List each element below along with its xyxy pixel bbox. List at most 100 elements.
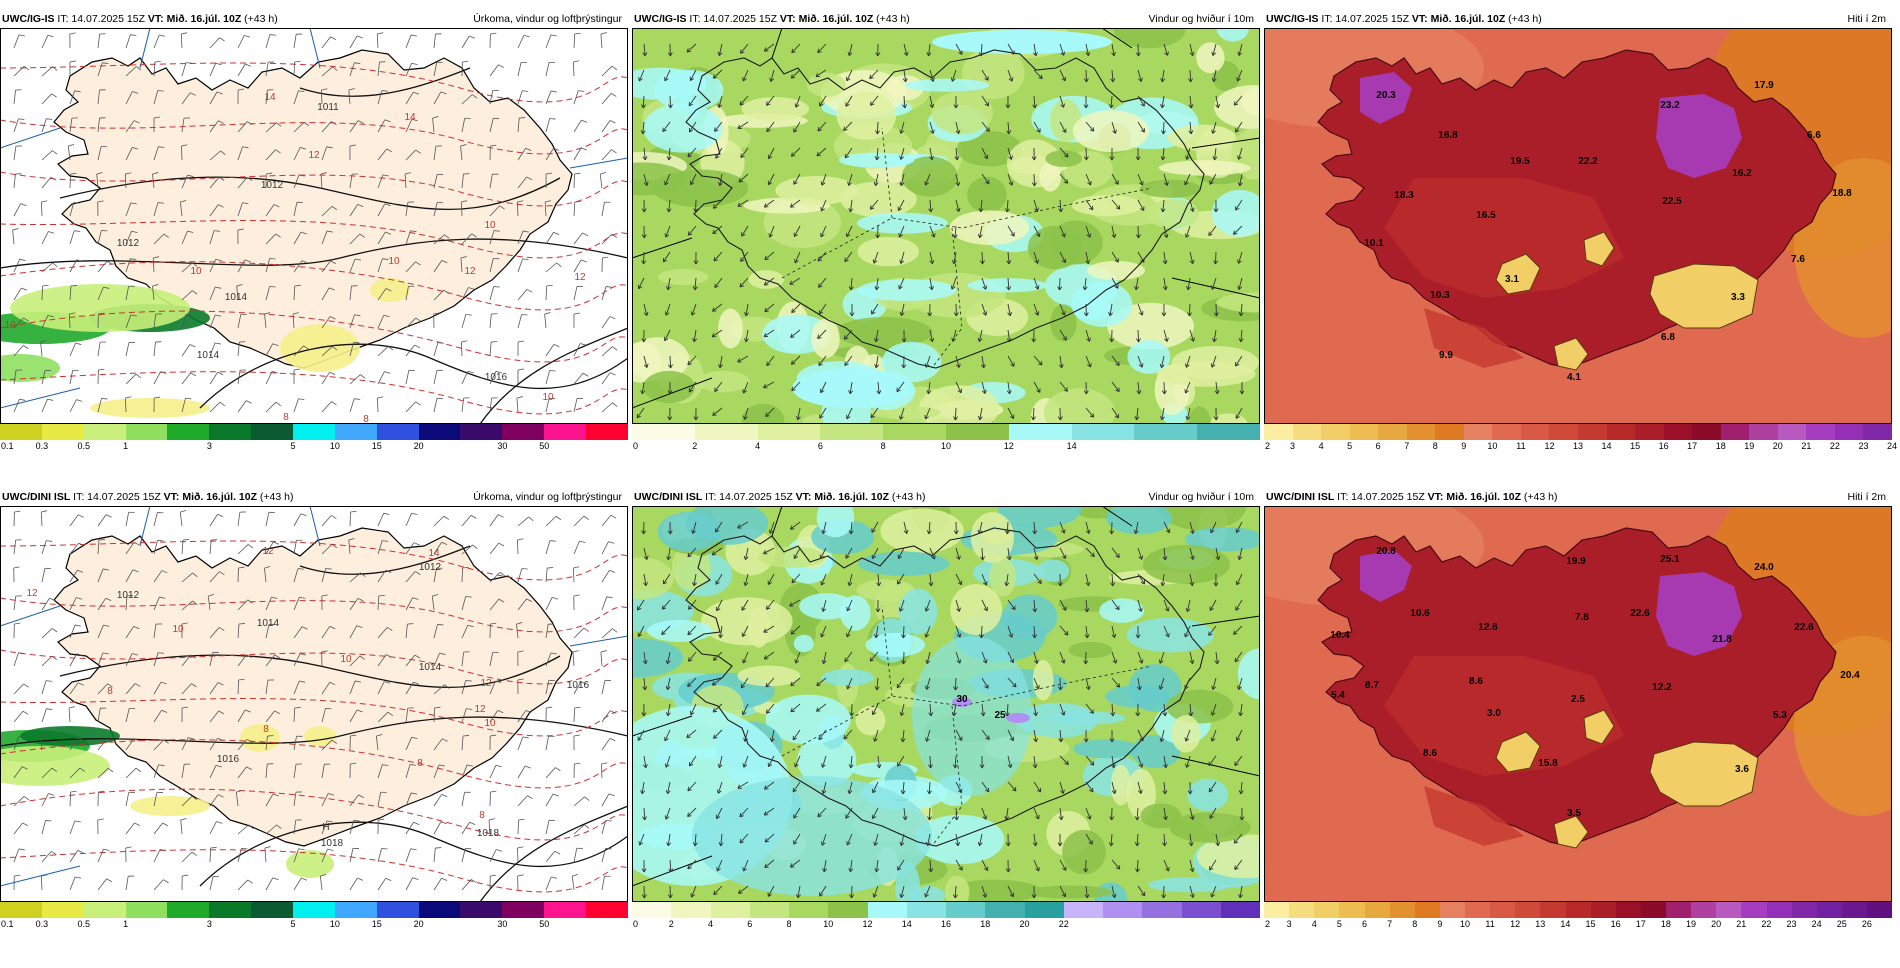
map-value-label: 1012 <box>419 562 442 573</box>
colorbar-swatch <box>1778 424 1807 440</box>
map-value-label: 7.8 <box>1575 612 1589 623</box>
model-name: UWC/DINI ISL <box>2 491 70 503</box>
wind-speed-area <box>811 318 839 358</box>
lead-time: (+43 h) <box>889 491 925 503</box>
colorbar-tick-label: 11 <box>1485 919 1494 929</box>
isotherm-label: 10 <box>388 256 400 267</box>
wind-speed-area <box>1073 110 1149 152</box>
colorbar <box>0 424 628 440</box>
colorbar-swatch <box>789 902 828 918</box>
map-value-label: 1016 <box>485 372 508 383</box>
lead-time: (+43 h) <box>1521 491 1557 503</box>
colorbar-swatch <box>1867 902 1892 918</box>
wind-speed-area <box>1111 765 1131 806</box>
colorbar-swatch <box>820 424 883 440</box>
colorbar-swatch <box>758 424 821 440</box>
colorbar-tick-label: 3 <box>1290 441 1295 451</box>
colorbar-swatch <box>377 902 419 918</box>
precip-area <box>90 398 210 418</box>
colorbar-swatch <box>167 902 209 918</box>
panel-header-left: UWC/IG-IS IT: 14.07.2025 15Z VT: Mið. 16… <box>1266 10 1542 28</box>
map-value-label: H <box>322 822 329 833</box>
colorbar-swatch <box>544 424 586 440</box>
colorbar-swatch <box>1691 902 1716 918</box>
isotherm-label: 10 <box>484 220 496 231</box>
colorbar-tick-label: 50 <box>539 919 549 929</box>
colorbar-swatch <box>84 902 126 918</box>
colorbar-swatch <box>1350 424 1379 440</box>
map-value-label: 1011 <box>317 102 339 113</box>
colorbar-tick-label: 20 <box>1711 919 1721 929</box>
map-canvas[interactable] <box>632 28 1260 424</box>
colorbar-swatch <box>42 424 84 440</box>
panel-header: UWC/IG-IS IT: 14.07.2025 15Z VT: Mið. 16… <box>0 10 628 28</box>
colorbar-tick-label: 22 <box>1761 919 1771 929</box>
lead-time: (+43 h) <box>1505 13 1541 25</box>
colorbar-tick-label: 5 <box>1337 919 1342 929</box>
isotherm-label: 10 <box>4 320 16 331</box>
map-value-label: 16.8 <box>1438 130 1458 141</box>
map-value-label: 17.9 <box>1754 80 1774 91</box>
colorbar-tick-label: 2 <box>1265 919 1270 929</box>
map-value-label: 20.4 <box>1840 670 1860 681</box>
wind-speed-area <box>1006 713 1030 723</box>
colorbar-tick-label: 0 <box>633 919 638 929</box>
init-time: IT: 14.07.2025 15Z <box>687 13 780 25</box>
colorbar-tick-label: 21 <box>1736 919 1746 929</box>
colorbar-swatch <box>1025 902 1064 918</box>
colorbar-tick-label: 0.3 <box>36 441 49 451</box>
colorbar-swatch <box>586 902 628 918</box>
colorbar-tick-label: 9 <box>1437 919 1442 929</box>
wind-speed-area <box>1062 830 1106 875</box>
isotherm-label: 10 <box>542 392 554 403</box>
colorbar-swatch <box>671 902 710 918</box>
model-name: UWC/IG-IS <box>1266 13 1319 25</box>
colorbar-tick-label: 1 <box>123 919 128 929</box>
map-value-label: 7.6 <box>1791 254 1805 265</box>
colorbar-swatch <box>632 902 671 918</box>
colorbar-tick-label: 2 <box>669 919 674 929</box>
map-value-label: 20.8 <box>1376 546 1396 557</box>
colorbar-tick-label: 6 <box>818 441 823 451</box>
valid-time: VT: Mið. 16.júl. 10Z <box>1412 13 1505 25</box>
colorbar-tick-label: 6 <box>1376 441 1381 451</box>
panel-header: UWC/DINI ISL IT: 14.07.2025 15Z VT: Mið.… <box>1264 488 1892 506</box>
map-value-label: 9.9 <box>1439 350 1453 361</box>
panel-header-left: UWC/DINI ISL IT: 14.07.2025 15Z VT: Mið.… <box>634 488 926 506</box>
isotherm-label: 10 <box>484 718 496 729</box>
map-value-label: 4.1 <box>1567 372 1581 383</box>
wind-speed-area <box>967 177 1007 213</box>
map-value-label: 19.9 <box>1566 556 1586 567</box>
isotherm-label: 8 <box>107 686 113 697</box>
map-value-label: 1014 <box>419 662 442 673</box>
colorbar-tick-label: 13 <box>1573 441 1583 451</box>
map-value-label: 16.5 <box>1476 210 1496 221</box>
colorbar-swatch <box>209 424 251 440</box>
wind-speed-area <box>643 104 722 153</box>
wind-speed-area <box>658 269 709 285</box>
colorbar-swatch <box>695 424 758 440</box>
isotherm-label: 8 <box>417 758 423 769</box>
map-value-label: 10.4 <box>1330 630 1350 641</box>
wind-speed-area <box>1072 195 1143 216</box>
panel-header-left: UWC/DINI ISL IT: 14.07.2025 15Z VT: Mið.… <box>2 488 294 506</box>
isotherm-label: 10 <box>190 266 202 277</box>
colorbar-swatch <box>1103 902 1142 918</box>
colorbar-tick-label: 3 <box>1287 919 1292 929</box>
colorbar-swatch <box>251 424 293 440</box>
colorbar-swatch <box>460 902 502 918</box>
isotherm-label: 12 <box>262 546 274 557</box>
valid-time: VT: Mið. 16.júl. 10Z <box>148 13 241 25</box>
colorbar-tick-label: 7 <box>1387 919 1392 929</box>
model-name: UWC/DINI ISL <box>1266 491 1334 503</box>
wind-speed-area <box>1026 886 1114 899</box>
colorbar-tick-label: 14 <box>1602 441 1612 451</box>
colorbar-swatch <box>293 424 335 440</box>
isotherm-label: 12 <box>464 266 476 277</box>
colorbar-tick-label: 16 <box>1659 441 1669 451</box>
